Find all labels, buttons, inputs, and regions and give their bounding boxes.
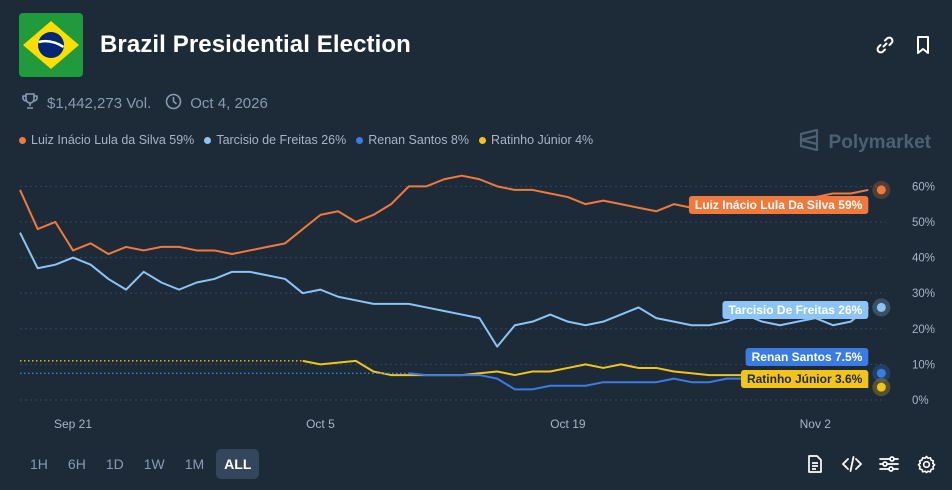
legend-entry-tarcisio: Tarcisio de Freitas 26%: [204, 133, 346, 147]
end-date-text: Oct 4, 2026: [190, 94, 268, 112]
end-markers: Luiz Inácio Lula Da Silva 59% Tarcisio De…: [688, 180, 891, 397]
end-marker-dot: [876, 368, 886, 378]
gear-icon[interactable]: [916, 454, 936, 474]
end-label: Luiz Inácio Lula Da Silva 59%: [688, 196, 869, 214]
end-label-text: Ratinho Júnior 3.6%: [747, 372, 863, 386]
legend-entry-ratinho: Ratinho Júnior 4%: [479, 133, 593, 147]
legend-dot: [204, 136, 212, 144]
sliders-icon[interactable]: [879, 454, 899, 474]
y-axis-ticks: 0% 10% 20% 30% 40% 50% 60%: [912, 181, 935, 407]
y-tick-label: 60%: [912, 181, 935, 193]
series-line: [19, 174, 869, 256]
trophy-icon: [21, 92, 39, 114]
link-icon[interactable]: [874, 34, 896, 56]
bookmark-icon[interactable]: [912, 34, 934, 56]
x-axis-ticks: Sep 21 Oct 5 Oct 19 Nov 2: [54, 417, 831, 431]
y-tick-label: 40%: [912, 253, 935, 265]
y-tick-label: 0%: [912, 395, 929, 407]
legend-label: Luiz Inácio Lula da Silva 59%: [31, 133, 195, 147]
end-marker-dot: [876, 185, 886, 195]
legend-dot: [356, 136, 364, 144]
series-line: [19, 232, 869, 348]
range-1d[interactable]: 1D: [105, 456, 124, 472]
chart-actions: [805, 454, 936, 474]
legend-label: Renan Santos 8%: [368, 133, 469, 147]
market-header: Brazil Presidential Election: [19, 13, 411, 77]
x-tick-label: Sep 21: [54, 417, 92, 431]
y-tick-label: 20%: [912, 324, 935, 336]
watermark-text: Polymarket: [828, 132, 931, 153]
range-1w[interactable]: 1W: [143, 456, 165, 472]
range-1m[interactable]: 1M: [184, 456, 205, 472]
brazil-flag-icon: [19, 13, 83, 77]
page-title: Brazil Presidential Election: [100, 31, 411, 58]
document-icon[interactable]: [805, 454, 825, 474]
clock-icon: [165, 93, 182, 114]
end-label-text: Luiz Inácio Lula Da Silva 59%: [695, 198, 863, 212]
price-history-chart[interactable]: 0% 10% 20% 30% 40% 50% 60% Sep 21 Oct 5 Oct 19 No…: [0, 160, 952, 440]
polymarket-logo-icon: [797, 128, 821, 158]
x-tick-label: Nov 2: [800, 417, 832, 431]
range-6h[interactable]: 6H: [67, 456, 86, 472]
range-all[interactable]: ALL: [216, 449, 260, 479]
end-marker-dot: [876, 302, 886, 312]
end-label-box: [745, 348, 869, 366]
end-label-box: [740, 370, 869, 388]
time-range-selector: 1H 6H 1D 1W 1M ALL: [22, 449, 260, 479]
chart-legend: Luiz Inácio Lula da Silva 59% Tarcisio d…: [19, 133, 593, 147]
range-1h[interactable]: 1H: [30, 456, 48, 472]
end-label-text: Renan Santos 7.5%: [752, 350, 863, 364]
y-tick-label: 10%: [912, 359, 935, 371]
chart-grid: [20, 185, 886, 401]
legend-dot: [479, 136, 486, 144]
end-label-box: [688, 196, 869, 214]
end-label: Renan Santos 7.5%: [745, 348, 869, 366]
volume-text: $1,442,273 Vol.: [47, 94, 152, 112]
end-label: Tarcisio De Freitas 26%: [722, 301, 869, 319]
y-tick-label: 50%: [912, 217, 935, 229]
end-label: Ratinho Júnior 3.6%: [740, 370, 869, 388]
end-label-box: [722, 301, 869, 319]
legend-entry-renan: Renan Santos 8%: [356, 133, 469, 147]
end-label-text: Tarcisio De Freitas 26%: [728, 303, 862, 317]
legend-dot: [19, 136, 26, 144]
x-tick-label: Oct 5: [306, 417, 335, 431]
legend-label: Tarcisio de Freitas 26%: [216, 133, 347, 147]
legend-entry-lula: Luiz Inácio Lula da Silva 59%: [19, 133, 194, 147]
embed-code-icon[interactable]: [842, 454, 862, 474]
polymarket-watermark: Polymarket: [797, 128, 931, 158]
x-tick-label: Oct 19: [550, 417, 586, 431]
y-tick-label: 30%: [912, 288, 935, 300]
top-actions: [874, 34, 934, 56]
legend-label: Ratinho Júnior 4%: [491, 133, 594, 147]
market-meta: $1,442,273 Vol. Oct 4, 2026: [21, 92, 282, 114]
end-marker-dot: [876, 382, 886, 392]
